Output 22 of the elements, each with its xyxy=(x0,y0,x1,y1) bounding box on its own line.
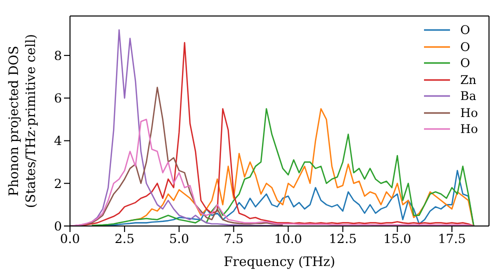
y-tick-label: 0 xyxy=(54,218,62,234)
x-tick-label: 5.0 xyxy=(169,230,190,246)
x-tick-label: 2.5 xyxy=(114,230,135,246)
y-tick-label: 6 xyxy=(54,90,62,106)
x-tick-label: 15.0 xyxy=(383,230,412,246)
x-tick-label: 17.5 xyxy=(438,230,466,246)
legend-label: Zn xyxy=(460,72,476,88)
y-tick-label: 4 xyxy=(54,133,62,148)
legend-label: Ba xyxy=(460,88,476,104)
x-tick-label: 0.0 xyxy=(60,230,80,246)
legend-label: O xyxy=(460,22,470,38)
legend-label: O xyxy=(460,38,470,55)
y-tick-label: 2 xyxy=(54,176,62,191)
legend-label: Ho xyxy=(460,121,478,138)
y-axis-title: Phonon projected DOS (States/THz·primitive cell) xyxy=(7,34,39,208)
legend-label: O xyxy=(460,55,470,72)
x-tick-label: 7.5 xyxy=(224,230,244,246)
legend-label: Ho xyxy=(460,104,478,121)
x-tick-label: 10.0 xyxy=(274,230,302,246)
y-tick-label: 8 xyxy=(54,48,62,63)
x-tick-label: 12.5 xyxy=(328,230,357,246)
x-axis-title: Frequency (THz) xyxy=(224,255,336,270)
